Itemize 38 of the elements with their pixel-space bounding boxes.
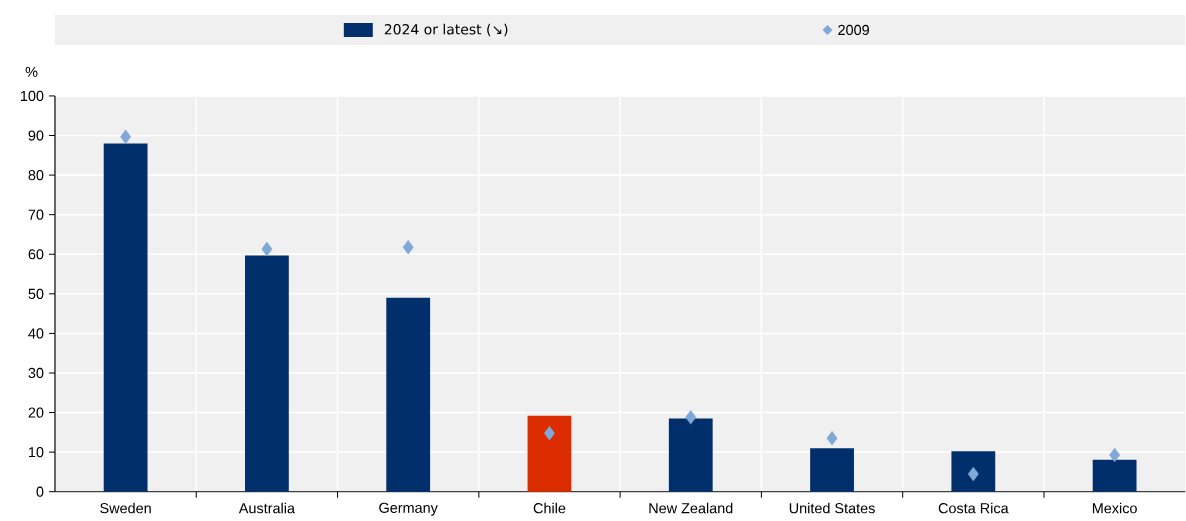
point xyxy=(685,410,697,425)
legend-label: 2024 or latest (↘) xyxy=(384,23,508,37)
legend-label: 2009 xyxy=(838,25,869,36)
x-tick-label: Germany xyxy=(379,502,438,516)
y-tick-label: 70 xyxy=(28,209,44,220)
y-tick-label: 30 xyxy=(28,368,44,379)
point xyxy=(120,129,132,145)
y-tick-label: 40 xyxy=(28,328,44,339)
y-tick-label: 10 xyxy=(29,447,44,458)
bar xyxy=(103,143,148,492)
y-tick-label: 0 xyxy=(36,486,44,498)
y-tick-label: 60 xyxy=(28,249,44,260)
y-tick-label: 90 xyxy=(28,130,44,141)
bar xyxy=(810,448,854,492)
point xyxy=(967,466,979,482)
bar xyxy=(386,297,431,492)
x-tick-label: New Zealand xyxy=(649,502,733,514)
x-tick-label: Chile xyxy=(533,502,566,514)
point xyxy=(826,431,838,446)
point xyxy=(261,242,273,257)
bar xyxy=(1092,459,1137,492)
x-tick-label: United States xyxy=(789,502,875,514)
point xyxy=(402,240,414,255)
y-tick-label: 80 xyxy=(28,170,44,181)
bar xyxy=(951,451,996,492)
y-tick-label: 50 xyxy=(28,288,44,300)
bar xyxy=(527,415,572,492)
point xyxy=(544,426,555,441)
x-tick-label: Sweden xyxy=(100,502,151,514)
x-tick-label: Mexico xyxy=(1092,502,1137,514)
point xyxy=(1109,447,1121,463)
x-tick-label: Australia xyxy=(238,502,295,514)
bar xyxy=(668,418,713,492)
y-axis-title: % xyxy=(25,67,38,78)
y-tick-label: 100 xyxy=(20,91,44,102)
x-tick-label: Costa Rica xyxy=(938,502,1009,514)
y-tick-label: 20 xyxy=(28,407,44,418)
bar xyxy=(245,255,289,492)
